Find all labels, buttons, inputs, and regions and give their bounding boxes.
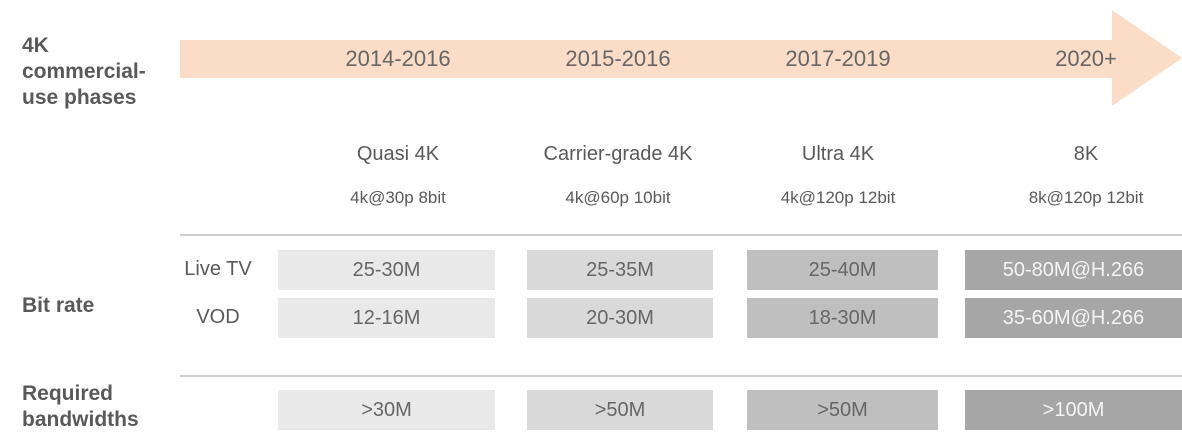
row-label: 4K commercial-use phases [22,34,146,109]
spec: 4k@60p 10bit [565,188,671,207]
bitrate-cell: 20-30M [527,298,713,338]
period: 2020+ [1055,46,1117,71]
phase-name: Quasi 4K [356,143,440,165]
sub-label: Live TV [184,258,252,280]
bandwidth-cell: >50M [747,390,938,430]
period: 2014-2016 [345,46,451,71]
spec: 4k@30p 8bit [350,188,446,207]
phase-name: 8K [1073,143,1099,165]
bitrate-cell: 18-30M [747,298,938,338]
spec: 4k@120p 12bit [780,188,896,207]
divider [180,234,1182,236]
arrow-shape [180,10,1182,106]
divider [180,375,1182,377]
row-label: Bit rate [22,294,95,317]
bitrate-cell: 25-40M [747,250,938,290]
row-label: Required bandwidths [22,382,139,431]
bitrate-cell: 12-16M [278,298,495,338]
sub-label: VOD [196,306,240,328]
bitrate-cell: 35-60M@H.266 [965,298,1182,338]
spec: 8k@120p 12bit [1028,188,1144,207]
period: 2015-2016 [565,46,671,71]
bitrate-cell: 25-30M [278,250,495,290]
bitrate-cell: 25-35M [527,250,713,290]
period: 2017-2019 [785,46,891,71]
phase-name: Ultra 4K [801,143,875,165]
bitrate-cell: 50-80M@H.266 [965,250,1182,290]
bandwidth-cell: >100M [965,390,1182,430]
phase-name: Carrier-grade 4K [543,143,693,165]
bandwidth-cell: >50M [527,390,713,430]
bandwidth-cell: >30M [278,390,495,430]
